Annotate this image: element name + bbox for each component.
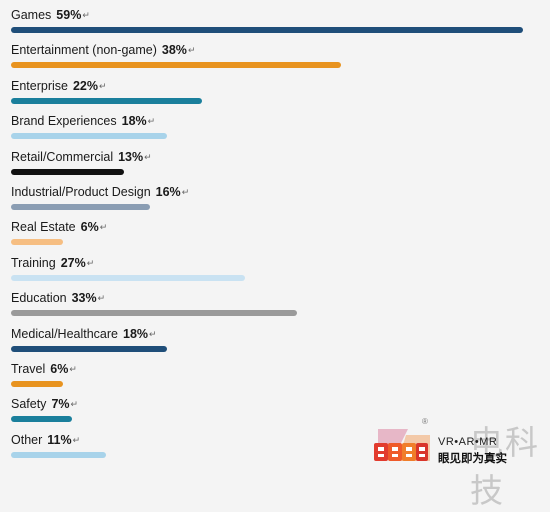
paragraph-mark: ↵ — [70, 399, 79, 410]
data-label: 13% — [118, 149, 144, 164]
bar — [11, 133, 167, 140]
data-label: 22% — [72, 78, 99, 93]
data-label: 11% — [47, 432, 72, 447]
category-name: Entertainment (non-game) — [11, 43, 157, 58]
bar — [11, 345, 167, 352]
data-label: 33% — [71, 291, 97, 306]
registered-mark: ® — [422, 417, 428, 426]
category-name: Real Estate — [11, 220, 76, 235]
bar — [11, 97, 202, 104]
bar — [11, 239, 63, 246]
paragraph-mark: ↵ — [72, 434, 81, 445]
paragraph-mark: ↵ — [144, 151, 152, 162]
data-label: 7% — [51, 397, 70, 412]
bar — [11, 310, 297, 317]
data-label: 38% — [161, 43, 187, 58]
data-label: 18% — [123, 326, 149, 341]
data-label: 18% — [121, 114, 147, 129]
category-label: Games 59%↵ — [11, 7, 90, 23]
category-label: Training 27%↵ — [11, 255, 94, 271]
data-label: 16% — [155, 185, 181, 199]
category-label: Retail/Commercial 13%↵ — [11, 149, 152, 165]
category-label: Travel 6%↵ — [11, 361, 77, 377]
data-label: 6% — [50, 362, 69, 376]
watermark-logo: ® 电科技 VR•AR•MR 眼见即为真实 — [366, 414, 550, 509]
bar — [11, 381, 63, 387]
bar-chart: Games 59%↵ Entertainment (non-game) 38%↵ Ent… — [11, 7, 523, 458]
category-label: Education 33%↵ — [11, 290, 105, 306]
logo-badge-icon — [374, 429, 430, 461]
watermark-slogan: 眼见即为真实 — [438, 453, 507, 465]
bar — [11, 416, 72, 423]
paragraph-mark: ↵ — [86, 257, 95, 268]
bar — [11, 62, 341, 69]
paragraph-mark: ↵ — [69, 364, 77, 374]
paragraph-mark: ↵ — [187, 45, 196, 56]
category-name: Medical/Healthcare — [11, 326, 118, 341]
category-name: Industrial/Product Design — [11, 185, 151, 199]
category-label: Entertainment (non-game) 38%↵ — [11, 42, 195, 58]
paragraph-mark: ↵ — [82, 10, 90, 20]
category-name: Training — [11, 255, 56, 270]
data-label: 6% — [80, 220, 99, 235]
bar — [11, 204, 150, 210]
category-name: Other — [11, 432, 43, 447]
category-name: Education — [11, 291, 67, 306]
category-name: Retail/Commercial — [11, 149, 114, 164]
category-label: Real Estate 6%↵ — [11, 219, 107, 235]
category-label: Industrial/Product Design 16%↵ — [11, 184, 189, 200]
category-label: Brand Experiences 18%↵ — [11, 113, 155, 129]
category-label: Other 11%↵ — [11, 432, 80, 448]
bar — [11, 274, 245, 281]
bar — [11, 451, 106, 458]
paragraph-mark: ↵ — [149, 328, 157, 339]
watermark-brand: VR•AR•MR — [438, 436, 498, 448]
category-name: Safety — [11, 397, 47, 412]
paragraph-mark: ↵ — [147, 116, 156, 127]
category-name: Enterprise — [11, 78, 68, 93]
bar — [11, 27, 523, 33]
category-name: Brand Experiences — [11, 114, 117, 129]
paragraph-mark: ↵ — [99, 80, 107, 91]
bar — [11, 168, 124, 175]
category-label: Medical/Healthcare 18%↵ — [11, 326, 157, 342]
paragraph-mark: ↵ — [99, 222, 108, 233]
category-label: Enterprise 22%↵ — [11, 78, 107, 94]
data-label: 59% — [56, 8, 82, 22]
paragraph-mark: ↵ — [97, 293, 106, 304]
category-label: Safety 7%↵ — [11, 396, 78, 412]
category-name: Games — [11, 8, 52, 22]
data-label: 27% — [60, 255, 86, 270]
paragraph-mark: ↵ — [181, 187, 190, 197]
category-name: Travel — [11, 362, 46, 376]
